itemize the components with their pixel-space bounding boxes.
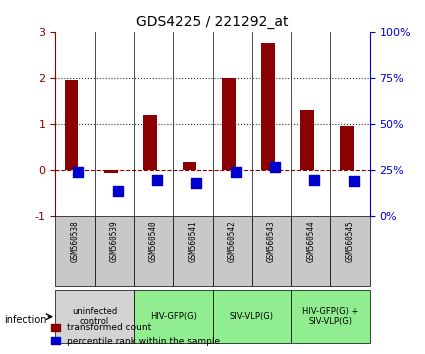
Bar [104, 170, 118, 173]
FancyBboxPatch shape [173, 216, 212, 286]
Title: GDS4225 / 221292_at: GDS4225 / 221292_at [136, 16, 289, 29]
FancyBboxPatch shape [134, 290, 212, 343]
FancyBboxPatch shape [94, 216, 134, 286]
FancyBboxPatch shape [212, 216, 252, 286]
Point [193, 181, 200, 186]
Text: GSM560539: GSM560539 [110, 220, 119, 262]
FancyBboxPatch shape [331, 216, 370, 286]
Bar [143, 115, 157, 170]
Text: GSM560544: GSM560544 [306, 220, 315, 262]
Bar [222, 78, 235, 170]
Bar [261, 44, 275, 170]
Text: GSM560540: GSM560540 [149, 220, 158, 262]
Point [75, 169, 82, 175]
Text: GSM560543: GSM560543 [267, 220, 276, 262]
Legend: transformed count, percentile rank within the sample: transformed count, percentile rank withi… [47, 320, 224, 349]
Text: GSM560545: GSM560545 [346, 220, 354, 262]
Text: HIV-GFP(G): HIV-GFP(G) [150, 312, 197, 321]
FancyBboxPatch shape [134, 216, 173, 286]
Bar [300, 110, 314, 170]
Text: GSM560542: GSM560542 [228, 220, 237, 262]
Text: GSM560541: GSM560541 [188, 220, 197, 262]
Point [232, 169, 239, 175]
Bar [65, 80, 78, 170]
Text: HIV-GFP(G) +
SIV-VLP(G): HIV-GFP(G) + SIV-VLP(G) [302, 307, 359, 326]
FancyBboxPatch shape [291, 216, 331, 286]
FancyBboxPatch shape [212, 290, 291, 343]
FancyBboxPatch shape [55, 216, 94, 286]
FancyBboxPatch shape [252, 216, 291, 286]
Text: SIV-VLP(G): SIV-VLP(G) [230, 312, 274, 321]
FancyBboxPatch shape [291, 290, 370, 343]
Point [350, 178, 357, 184]
Bar [182, 162, 196, 170]
Text: infection: infection [4, 315, 47, 325]
Point [272, 164, 278, 170]
FancyBboxPatch shape [55, 290, 134, 343]
Point [311, 177, 317, 182]
Bar [340, 126, 354, 170]
Point [114, 188, 121, 193]
Text: uninfected
control: uninfected control [72, 307, 117, 326]
Text: GSM560538: GSM560538 [71, 220, 79, 262]
Point [153, 177, 160, 182]
